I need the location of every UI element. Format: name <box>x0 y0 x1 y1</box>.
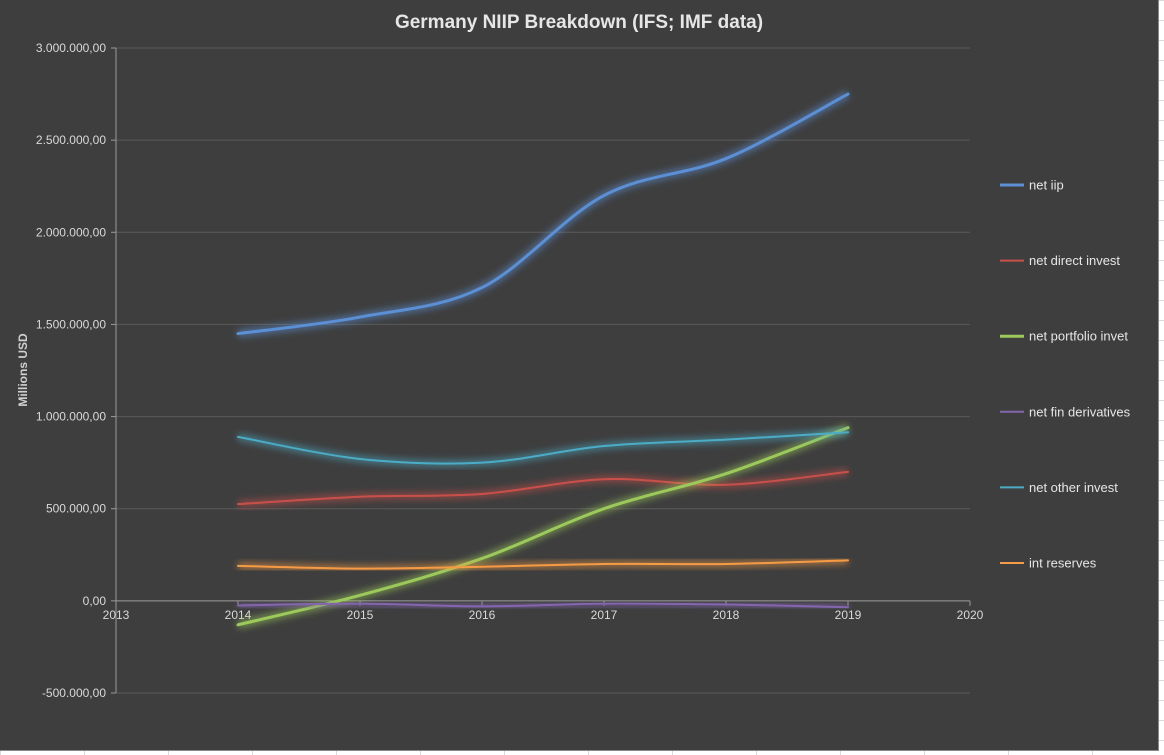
y-tick-label: 500.000,00 <box>46 502 106 516</box>
x-tick-label: 2016 <box>469 608 496 622</box>
x-tick-label: 2020 <box>957 608 984 622</box>
series-lines <box>236 90 850 629</box>
series-line-net-fin-derivatives <box>237 602 849 609</box>
series-line-net-other-invest <box>237 431 849 465</box>
y-tick-label: -500.000,00 <box>42 686 106 700</box>
legend-label-net-direct-invest: net direct invest <box>1029 253 1120 268</box>
legend-label-net-other-invest: net other invest <box>1029 480 1118 495</box>
series-line-net-direct-invest <box>237 470 849 506</box>
legend-label-int-reserves: int reserves <box>1029 556 1097 571</box>
legend: net iip net direct invest net portfolio in… <box>1000 178 1131 571</box>
y-tick-label: 2.500.000,00 <box>36 133 106 147</box>
x-tick-label: 2019 <box>835 608 862 622</box>
series-line-int-reserves <box>237 559 849 570</box>
legend-label-net-fin-derivatives: net fin derivatives <box>1029 404 1131 419</box>
series-glow-net-iip <box>237 90 850 338</box>
gridlines <box>116 47 970 694</box>
y-axis-label: Millions USD <box>16 333 30 407</box>
axes: 3.000.000,00 2.500.000,00 2.000.000,00 1.50… <box>36 41 984 700</box>
x-tick-label: 2013 <box>103 608 130 622</box>
x-tick-label: 2015 <box>347 608 374 622</box>
y-tick-label: 1.000.000,00 <box>36 410 106 424</box>
chart-title: Germany NIIP Breakdown (IFS; IMF data) <box>395 12 763 33</box>
y-tick-label: 2.000.000,00 <box>36 225 106 239</box>
x-tick-label: 2018 <box>713 608 740 622</box>
series-line-net-portfolio-invet <box>236 426 850 627</box>
x-tick-label: 2017 <box>591 608 618 622</box>
legend-label-net-portfolio-invet: net portfolio invet <box>1029 329 1128 344</box>
y-tick-label: 3.000.000,00 <box>36 41 106 55</box>
y-tick-label: 1.500.000,00 <box>36 317 106 331</box>
legend-label-net-iip: net iip <box>1029 178 1064 193</box>
x-tick-label: 2014 <box>225 608 252 622</box>
series-line-net-iip <box>236 92 850 336</box>
y-tick-label: 0,00 <box>83 594 107 608</box>
